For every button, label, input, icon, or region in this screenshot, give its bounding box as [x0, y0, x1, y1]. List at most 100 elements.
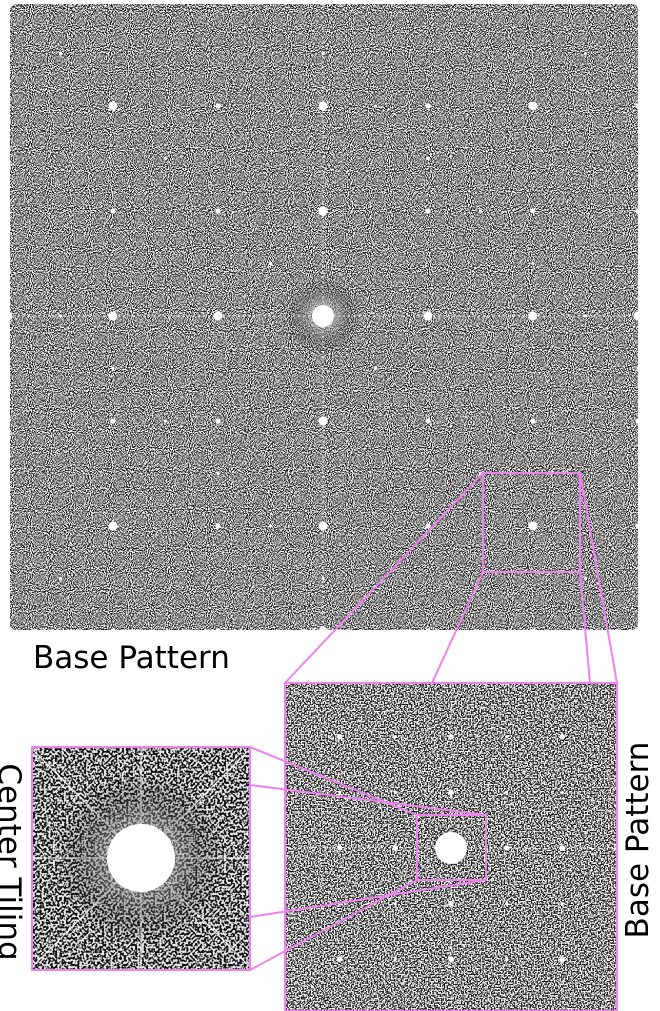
spot: [367, 903, 369, 905]
spot: [269, 524, 272, 527]
spot: [255, 791, 257, 793]
spot: [422, 680, 424, 682]
spot: [311, 708, 313, 710]
spot: [448, 957, 453, 962]
spot: [393, 845, 398, 850]
spot: [110, 208, 115, 213]
spot: [636, 367, 639, 370]
spot: [534, 791, 536, 793]
spot: [394, 958, 397, 961]
caption: Center Tiling: [0, 763, 27, 960]
spot: [530, 208, 535, 213]
spot: [589, 986, 591, 988]
spot: [5, 628, 10, 633]
spot: [505, 958, 508, 961]
spot: [111, 367, 114, 370]
spot: [560, 845, 565, 850]
spot: [374, 367, 377, 370]
spot: [531, 262, 534, 265]
spot: [337, 845, 342, 850]
spot: [529, 522, 538, 531]
spot: [215, 208, 220, 213]
spot: [561, 819, 563, 821]
spot: [215, 418, 220, 423]
spot: [109, 102, 118, 111]
spot: [319, 627, 328, 636]
center-tiling-image: [0, 698, 301, 1011]
spot: [394, 791, 397, 794]
spot: [529, 312, 538, 321]
spot: [478, 736, 480, 738]
spot: [321, 577, 324, 580]
spot: [584, 52, 587, 55]
spot: [337, 957, 342, 962]
spot: [589, 847, 591, 849]
center-spot: [312, 305, 334, 327]
spot: [215, 103, 220, 108]
spot: [560, 957, 565, 962]
spot: [479, 209, 482, 212]
caption: Base Pattern: [33, 640, 230, 676]
spot: [339, 875, 341, 877]
spot: [561, 902, 564, 905]
page: Base Pattern Base Pattern Center Tiling …: [0, 0, 660, 1011]
spot: [448, 901, 453, 906]
spot: [255, 652, 257, 654]
spot: [311, 847, 313, 849]
spot: [319, 102, 328, 111]
spot: [448, 734, 453, 739]
spot: [635, 628, 640, 633]
caption: Base Pattern: [620, 742, 656, 939]
spot: [424, 312, 433, 321]
spot: [394, 735, 397, 738]
spot: [59, 52, 62, 55]
spot: [216, 472, 219, 475]
spot: [589, 708, 591, 710]
spot: [478, 875, 480, 877]
spot: [337, 734, 342, 739]
spot: [311, 986, 313, 988]
spot: [4, 312, 13, 321]
spot: [534, 931, 536, 933]
spot: [425, 418, 430, 423]
spot: [530, 628, 535, 633]
spot: [374, 104, 377, 107]
spot: [425, 628, 430, 633]
spot: [426, 157, 429, 160]
spot: [635, 418, 640, 423]
spot: [635, 0, 640, 4]
spot: [425, 0, 430, 4]
spot: [422, 958, 424, 960]
spot: [215, 523, 220, 528]
spot: [530, 0, 535, 4]
spot: [450, 708, 452, 710]
center-spot: [107, 824, 175, 892]
spot: [269, 262, 272, 265]
spot: [529, 102, 538, 111]
spot: [394, 931, 396, 933]
spot: [425, 208, 430, 213]
spot: [319, 207, 328, 216]
spot: [584, 577, 587, 580]
spot: [164, 157, 167, 160]
figure: Base Pattern Base Pattern Center Tiling: [0, 0, 660, 1011]
spot: [448, 790, 453, 795]
spot: [5, 103, 10, 108]
spot: [584, 314, 587, 317]
spot: [109, 522, 118, 531]
spot: [5, 523, 10, 528]
spot: [534, 652, 536, 654]
spot: [422, 819, 424, 821]
base-pattern-inset-image: [239, 636, 660, 1011]
spot: [109, 312, 118, 321]
spot: [374, 629, 377, 632]
spot: [164, 419, 167, 422]
spot: [319, 417, 328, 426]
spot: [255, 931, 257, 933]
spot: [505, 902, 508, 905]
spot: [215, 628, 220, 633]
spot: [110, 418, 115, 423]
spot: [394, 652, 396, 654]
spot: [59, 314, 62, 317]
center-spot: [435, 832, 467, 864]
